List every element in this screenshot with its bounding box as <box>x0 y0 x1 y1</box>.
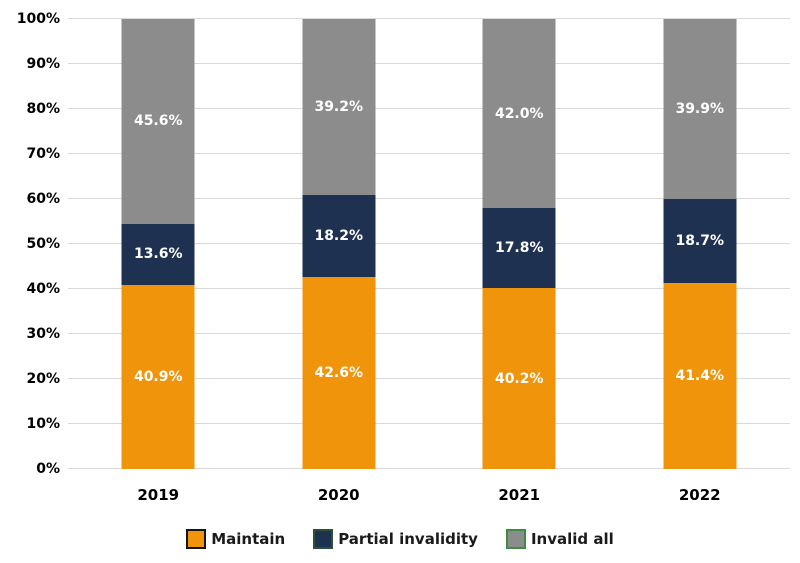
legend-label: Maintain <box>211 530 286 548</box>
segment-invalid-all: 39.2% <box>302 19 376 196</box>
legend-swatch-icon <box>505 529 526 549</box>
segment-partial-invalidity: 18.7% <box>663 198 737 283</box>
bar-group-2022: 41.4% 18.7% 39.9% <box>610 19 791 469</box>
stacked-bar-2021: 40.2% 17.8% 42.0% <box>482 19 556 469</box>
segment-invalid-all: 42.0% <box>482 19 556 209</box>
y-axis-tick-label: 90% <box>26 56 60 72</box>
segment-value-label: 42.0% <box>494 105 544 122</box>
segment-value-label: 45.6% <box>133 113 183 130</box>
segment-maintain: 42.6% <box>302 277 376 469</box>
y-axis-tick-label: 80% <box>26 101 60 117</box>
legend: Maintain Partial invalidity Invalid all <box>0 529 800 549</box>
segment-value-label: 13.6% <box>133 246 183 263</box>
segment-value-label: 40.2% <box>494 370 544 387</box>
gridline <box>68 18 790 19</box>
stacked-bar-2019: 40.9% 13.6% 45.6% <box>121 18 195 469</box>
segment-partial-invalidity: 13.6% <box>121 223 195 285</box>
x-axis-category-label: 2022 <box>678 486 721 504</box>
gridline <box>68 153 790 154</box>
segment-value-label: 42.6% <box>314 365 364 382</box>
segment-value-label: 39.9% <box>675 100 725 117</box>
segment-value-label: 39.2% <box>314 99 364 116</box>
plot-area: 40.9% 13.6% 45.6% 42.6% 18.2% 39.2% 40.2% 17.8%… <box>68 18 791 469</box>
y-axis-tick-label: 70% <box>26 146 60 162</box>
x-axis: 2019 2020 2021 2022 <box>68 486 790 504</box>
gridline <box>68 198 790 199</box>
legend-item-invalid-all: Invalid all <box>505 529 614 549</box>
segment-invalid-all: 45.6% <box>121 18 195 224</box>
y-axis-tick-label: 10% <box>26 416 60 432</box>
bars-layer: 40.9% 13.6% 45.6% 42.6% 18.2% 39.2% 40.2% 17.8%… <box>68 18 791 469</box>
stacked-bar-2022: 41.4% 18.7% 39.9% <box>663 19 737 469</box>
x-axis-category-label: 2020 <box>317 486 360 504</box>
gridline <box>68 423 790 424</box>
segment-maintain: 40.2% <box>482 288 556 469</box>
bar-group-2019: 40.9% 13.6% 45.6% <box>68 18 249 469</box>
segment-partial-invalidity: 18.2% <box>302 195 376 278</box>
y-axis-tick-label: 0% <box>36 461 60 477</box>
x-axis-category-label: 2019 <box>137 486 180 504</box>
x-axis-category-label: 2021 <box>498 486 541 504</box>
gridline <box>68 243 790 244</box>
segment-maintain: 40.9% <box>121 284 195 469</box>
segment-value-label: 18.7% <box>675 232 725 249</box>
gridline <box>68 288 790 289</box>
segment-maintain: 41.4% <box>663 282 737 469</box>
y-axis-tick-label: 100% <box>16 11 60 27</box>
gridline <box>68 378 790 379</box>
bar-group-2021: 40.2% 17.8% 42.0% <box>429 19 610 469</box>
legend-item-partial-invalidity: Partial invalidity <box>313 529 478 549</box>
legend-label: Partial invalidity <box>338 530 478 548</box>
legend-swatch-icon <box>186 529 207 549</box>
gridline <box>68 333 790 334</box>
segment-value-label: 18.2% <box>314 228 364 245</box>
gridline <box>68 108 790 109</box>
bar-group-2020: 42.6% 18.2% 39.2% <box>249 19 430 469</box>
legend-swatch-icon <box>313 529 334 549</box>
gridline <box>68 63 790 64</box>
y-axis-tick-label: 30% <box>26 326 60 342</box>
gridline <box>68 468 790 469</box>
y-axis-tick-label: 50% <box>26 236 60 252</box>
y-axis-tick-label: 60% <box>26 191 60 207</box>
segment-invalid-all: 39.9% <box>663 19 737 199</box>
stacked-bar-2020: 42.6% 18.2% 39.2% <box>302 19 376 469</box>
legend-label: Invalid all <box>530 530 614 548</box>
legend-item-maintain: Maintain <box>186 529 285 549</box>
segment-value-label: 17.8% <box>494 240 544 257</box>
y-axis-tick-label: 20% <box>26 371 60 387</box>
segment-partial-invalidity: 17.8% <box>482 208 556 289</box>
segment-value-label: 40.9% <box>133 368 183 385</box>
segment-value-label: 41.4% <box>675 367 725 384</box>
y-axis-tick-label: 40% <box>26 281 60 297</box>
